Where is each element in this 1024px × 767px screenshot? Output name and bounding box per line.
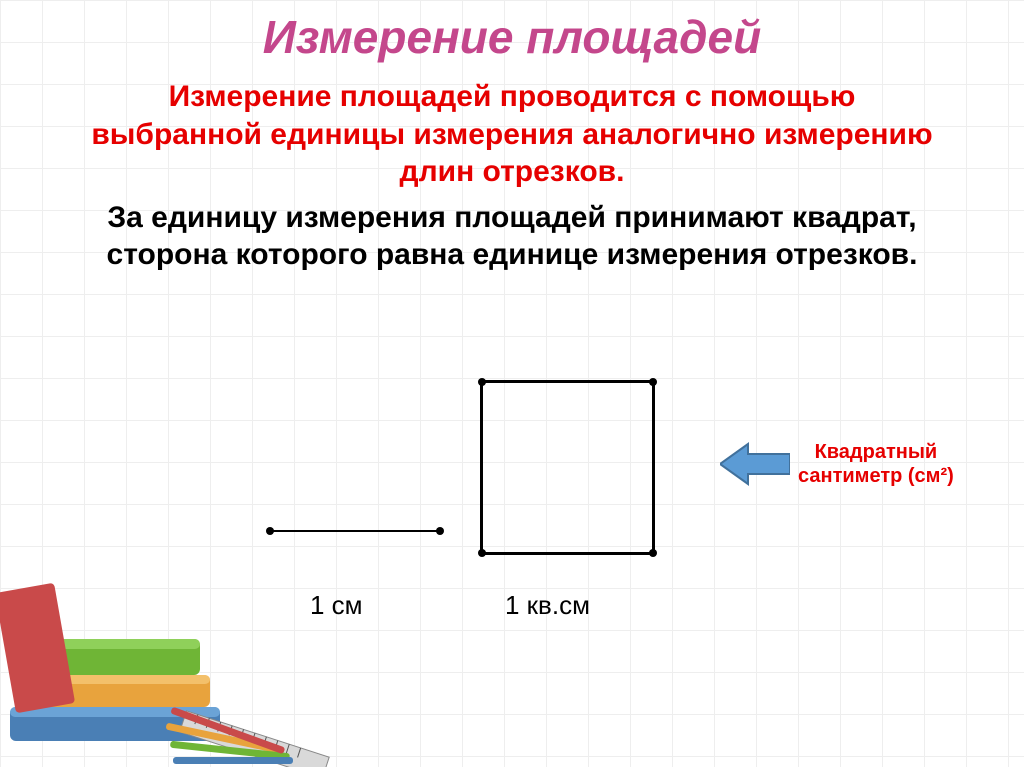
square-vertex	[478, 378, 486, 386]
left-arrow-icon	[720, 442, 790, 486]
square-vertex	[649, 378, 657, 386]
slide-title: Измерение площадей	[40, 10, 984, 64]
slide-content: Измерение площадей Измерение площадей пр…	[0, 0, 1024, 274]
callout-line-2: сантиметр (см²)	[798, 465, 954, 487]
unit-segment	[270, 530, 440, 532]
definition-paragraph-2: За единицу измерения площадей принимают …	[70, 199, 954, 274]
definition-paragraph-1: Измерение площадей проводится с помощью …	[80, 78, 944, 191]
callout-line-1: Квадратный	[815, 441, 938, 463]
callout-group: Квадратный сантиметр (см²)	[720, 440, 1000, 488]
square-label: 1 кв.см	[505, 590, 590, 621]
unit-square	[480, 380, 655, 555]
square-vertex	[649, 549, 657, 557]
square-vertex	[478, 549, 486, 557]
callout-text: Квадратный сантиметр (см²)	[798, 440, 954, 488]
school-supplies-illustration	[0, 557, 350, 767]
